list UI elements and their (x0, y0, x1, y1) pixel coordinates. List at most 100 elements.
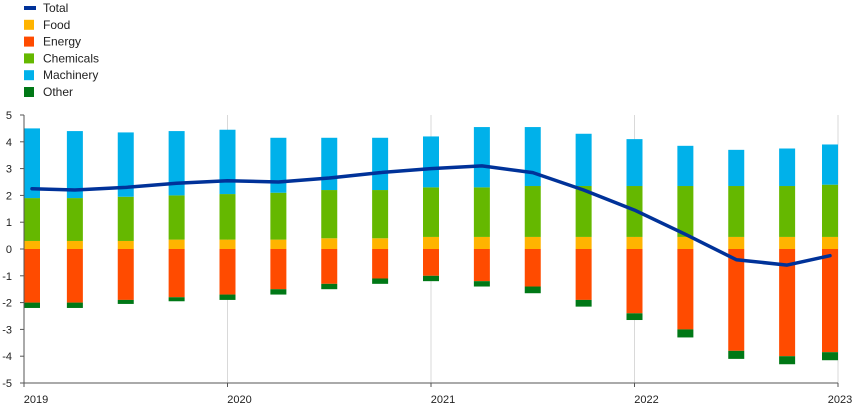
y-tick-label: 4 (6, 137, 12, 149)
bar-segment-chemicals (66, 198, 83, 241)
bar-segment-energy (728, 249, 745, 351)
bar-segment-food (524, 236, 541, 249)
bar-segment-energy (117, 249, 134, 300)
y-tick-label: -2 (2, 298, 12, 310)
bar-segment-energy (219, 249, 236, 295)
bar-segment-chemicals (423, 187, 439, 237)
bar-segment-food (779, 236, 796, 249)
legend-label-food: Food (43, 18, 70, 32)
legend-label-chemicals: Chemicals (43, 51, 99, 65)
bar-segment-machinery (677, 145, 694, 187)
bar-segment-energy (270, 249, 287, 290)
bar-segment-chemicals (677, 186, 694, 237)
bar-segment-chemicals (524, 186, 541, 237)
bar-segment-food (822, 236, 838, 249)
bar-segment-other (219, 294, 236, 300)
bar-segment-chemicals (219, 194, 236, 240)
x-tick-label: 2022 (634, 394, 658, 406)
y-tick-label: 3 (6, 164, 12, 176)
bar-segment-machinery (524, 127, 541, 187)
x-tick-label: 2019 (24, 394, 48, 406)
bar-segment-other (822, 352, 838, 361)
bar-segment-food (24, 240, 40, 249)
bar-segment-energy (575, 249, 592, 300)
bar-segment-food (117, 240, 134, 249)
legend-label-other: Other (43, 85, 73, 99)
y-tick-label: -3 (2, 324, 12, 336)
bar-segment-chemicals (168, 195, 185, 240)
bar-segment-machinery (219, 129, 236, 195)
bar-segment-food (219, 239, 236, 249)
x-tick-label: 2023 (828, 394, 852, 406)
bar-segment-other (524, 286, 541, 294)
bar-segment-chemicals (372, 190, 389, 239)
bar-segment-machinery (423, 136, 439, 188)
bar-segment-other (473, 281, 490, 287)
bar-segment-energy (473, 249, 490, 282)
bar-segment-food (168, 239, 185, 249)
bar-segment-food (473, 236, 490, 249)
legend-swatch-machinery (24, 70, 34, 81)
bars (24, 127, 838, 365)
bar-segment-machinery (779, 148, 796, 187)
bar-segment-energy (66, 249, 83, 303)
bar-segment-food (728, 236, 745, 249)
bar-segment-energy (24, 249, 40, 303)
bar-segment-machinery (575, 133, 592, 187)
bar-segment-food (372, 238, 389, 249)
bar-segment-chemicals (321, 190, 338, 239)
y-tick-label: -5 (2, 378, 12, 390)
bar-segment-energy (822, 249, 838, 353)
x-tick-label: 2020 (227, 394, 251, 406)
bar-segment-machinery (822, 144, 838, 185)
bar-segment-other (779, 356, 796, 365)
bar-segment-other (728, 350, 745, 359)
x-tick-label: 2021 (431, 394, 455, 406)
bar-segment-other (321, 283, 338, 290)
y-tick-label: 2 (6, 190, 12, 202)
bar-segment-food (66, 240, 83, 249)
bar-segment-machinery (626, 139, 643, 187)
bar-segment-other (677, 329, 694, 338)
legend-swatch-food (24, 19, 34, 30)
bar-segment-other (423, 275, 439, 282)
axes: -5 -4 -3 -2 -1 0 1 2 3 4 5 2019 2020 2021 2022 2023 (2, 110, 852, 406)
bar-segment-machinery (372, 137, 389, 191)
bar-segment-machinery (321, 137, 338, 191)
bar-segment-food (270, 239, 287, 249)
bar-segment-other (372, 278, 389, 284)
bar-segment-food (626, 236, 643, 249)
bar-segment-machinery (473, 127, 490, 188)
y-tick-label: -4 (2, 351, 12, 363)
legend-label-total: Total (43, 1, 68, 15)
bar-segment-food (575, 236, 592, 249)
bar-segment-other (168, 297, 185, 302)
bar-segment-energy (626, 249, 643, 314)
bar-segment-chemicals (575, 186, 592, 237)
bar-segment-machinery (117, 132, 134, 197)
bar-segment-chemicals (117, 196, 134, 241)
bar-segment-chemicals (473, 187, 490, 237)
bar-segment-machinery (728, 149, 745, 187)
bar-segment-other (270, 289, 287, 295)
legend-swatch-chemicals (24, 53, 34, 64)
bar-segment-other (24, 302, 40, 308)
bar-segment-energy (168, 249, 185, 298)
legend: Total Food Energy Chemicals Machinery Other (24, 1, 99, 99)
y-tick-label: 0 (6, 244, 12, 256)
bar-segment-energy (321, 249, 338, 284)
bar-segment-other (575, 299, 592, 307)
y-tick-label: -1 (2, 271, 12, 283)
bar-segment-chemicals (822, 184, 838, 237)
legend-label-energy: Energy (43, 35, 81, 49)
bar-segment-machinery (168, 131, 185, 196)
legend-line-swatch (24, 6, 36, 10)
bar-segment-food (677, 236, 694, 249)
bar-segment-machinery (24, 128, 40, 199)
bar-segment-food (321, 238, 338, 249)
bar-segment-other (626, 313, 643, 321)
bar-segment-energy (779, 249, 796, 357)
line-total (30, 164, 832, 267)
y-tick-label: 5 (6, 110, 12, 122)
